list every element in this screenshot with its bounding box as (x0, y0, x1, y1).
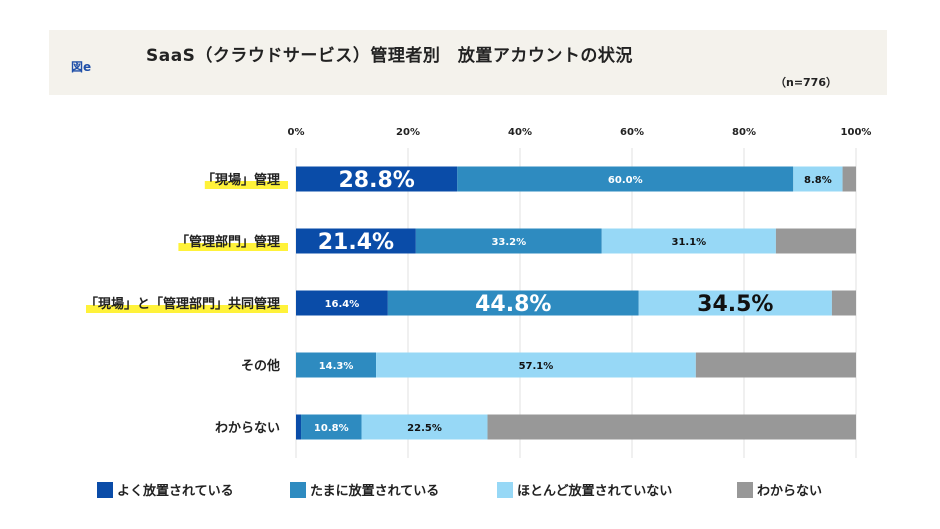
category-label: 「現場」と「管理部門」共同管理 (85, 296, 280, 312)
bar-segment (601, 228, 776, 254)
legend-swatch (97, 481, 113, 498)
data-label: 34.5% (697, 292, 773, 317)
data-label: 57.1% (519, 361, 554, 372)
data-label: 22.5% (407, 423, 442, 434)
legend-item: ほとんど放置されていない (497, 480, 672, 499)
data-label: 28.8% (338, 168, 414, 193)
bar-segment (638, 290, 832, 316)
bar-segment (296, 290, 388, 316)
legend-label: わからない (757, 484, 823, 499)
legend: よく放置されている たまに放置されている ほとんど放置されていない わからない (0, 480, 940, 500)
figure-label: 図e (71, 60, 92, 74)
data-label: 60.0% (608, 175, 643, 186)
bar-segment (387, 290, 639, 316)
legend-label: よく放置されている (117, 484, 234, 499)
chart-title: SaaS（クラウドサービス）管理者別 放置アカウントの状況 (146, 46, 633, 66)
legend-item: わからない (737, 480, 822, 499)
data-label: 21.4% (318, 230, 394, 255)
legend-label: たまに放置されている (310, 484, 440, 499)
legend-swatch (497, 481, 513, 498)
bar-segment (775, 228, 856, 254)
legend-item: よく放置されている (97, 480, 234, 499)
bar-segment (376, 352, 696, 378)
chart-header: 図e SaaS（クラウドサービス）管理者別 放置アカウントの状況 （n=776） (49, 30, 887, 95)
data-label: 44.8% (475, 292, 551, 317)
bar-segment (457, 166, 794, 192)
bar-segment (487, 414, 856, 440)
legend-swatch (290, 481, 306, 498)
bar-segment (296, 352, 377, 378)
category-highlight (178, 243, 288, 251)
bar-segment (296, 228, 416, 254)
category-label: 「現場」管理 (202, 172, 280, 188)
legend-swatch (737, 481, 753, 498)
data-label: 10.8% (314, 423, 349, 434)
data-label: 14.3% (319, 361, 354, 372)
category-label: 「管理部門」管理 (176, 234, 280, 250)
x-tick-label: 40% (508, 127, 532, 138)
bar-segment (361, 414, 488, 440)
x-tick-label: 0% (288, 127, 305, 138)
category-label: その他 (241, 358, 280, 374)
data-label: 31.1% (671, 237, 706, 248)
bar-segment (793, 166, 843, 192)
category-highlight (86, 305, 288, 313)
bar-segment (296, 166, 458, 192)
x-tick-label: 80% (732, 127, 756, 138)
category-highlight (204, 181, 288, 189)
data-label: 8.8% (804, 175, 832, 186)
legend-item: たまに放置されている (290, 480, 439, 499)
bar-segment (695, 352, 856, 378)
x-tick-label: 20% (396, 127, 420, 138)
bar-segment (842, 166, 856, 192)
bar-segment (296, 414, 302, 440)
category-label: わからない (215, 421, 280, 436)
bar-segment (415, 228, 602, 254)
x-tick-label: 60% (620, 127, 644, 138)
legend-label: ほとんど放置されていない (517, 484, 673, 499)
data-label: 33.2% (491, 237, 526, 248)
bar-segment (301, 414, 362, 440)
bar-segment (831, 290, 856, 316)
sample-size: （n=776） (774, 76, 837, 89)
data-label: 16.4% (325, 299, 360, 310)
x-tick-label: 100% (841, 127, 872, 138)
